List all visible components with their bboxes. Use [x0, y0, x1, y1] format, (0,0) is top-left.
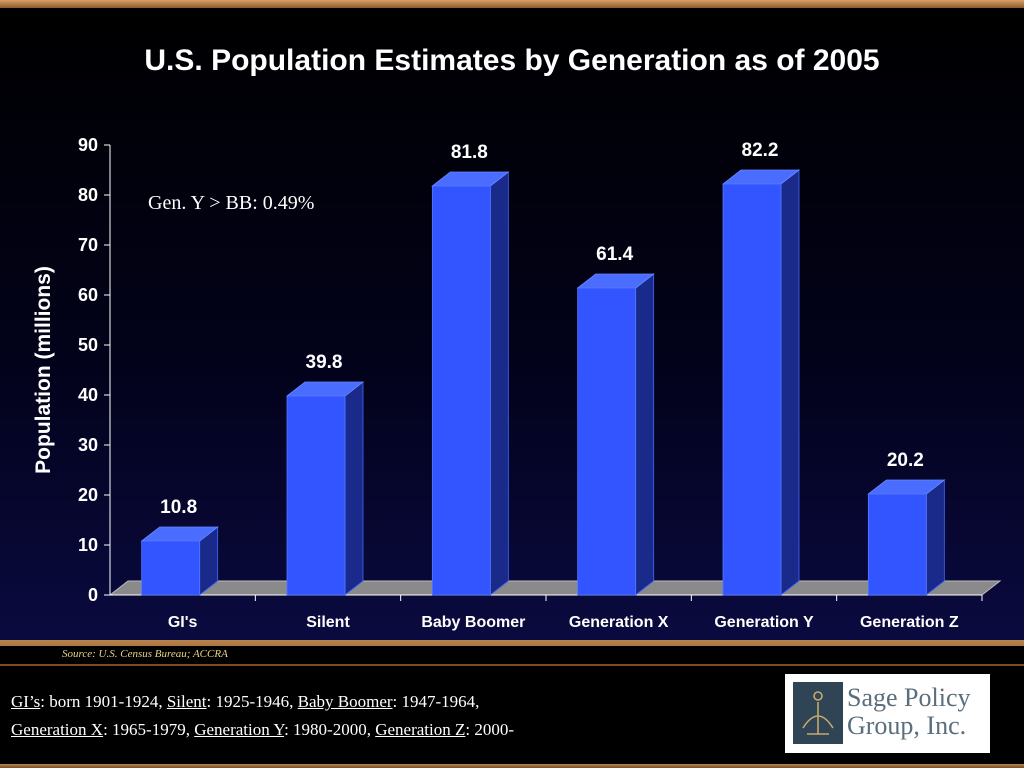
- bar-side: [489, 171, 509, 596]
- y-tick-label: 50: [78, 335, 98, 355]
- y-tick-label: 0: [88, 585, 98, 605]
- category-label: Generation Z: [860, 614, 959, 631]
- bar-side: [635, 273, 655, 596]
- bar-3: [577, 287, 637, 596]
- y-tick-label: 20: [78, 485, 98, 505]
- data-label: 20.2: [887, 450, 924, 471]
- y-tick-label: 10: [78, 535, 98, 555]
- bar-1: [286, 395, 346, 596]
- y-tick-label: 80: [78, 185, 98, 205]
- y-tick-label: 30: [78, 435, 98, 455]
- bar-5: [867, 493, 927, 596]
- bar-0: [141, 540, 201, 596]
- category-label: Silent: [306, 614, 350, 631]
- annotation: Gen. Y > BB: 0.49%: [148, 192, 314, 214]
- footer: GI’s: born 1901-1924, Silent: 1925-1946,…: [0, 666, 1024, 768]
- data-label: 81.8: [451, 142, 488, 163]
- y-axis-label: Population (millions): [32, 266, 55, 474]
- logo-lettering: Sage Policy Group, Inc.: [847, 683, 971, 740]
- category-label: Generation X: [569, 614, 669, 631]
- y-tick-label: 70: [78, 235, 98, 255]
- data-label: 39.8: [306, 352, 343, 373]
- category-label: Baby Boomer: [421, 614, 525, 631]
- bar-side: [925, 479, 945, 596]
- top-accent-band: [0, 0, 1024, 8]
- bar-side: [344, 381, 364, 596]
- def-baby-boomer: Baby Boomer: 1947-1964,: [297, 692, 480, 711]
- data-label: 82.2: [742, 140, 779, 161]
- source-note: Source: U.S. Census Bureau; ACCRA: [62, 648, 228, 660]
- sage-policy-logo: Sage Policy Group, Inc.: [785, 674, 990, 753]
- bar-chart: 0 10 20 30 40 50 60 70 80 90 Population (millions)…: [32, 135, 1002, 631]
- chart-title: U.S. Population Estimates by Generation …: [144, 44, 880, 77]
- def-silent: Silent: 1925-1946,: [166, 692, 298, 711]
- def-generation-z: Generation Z: 2000-: [375, 720, 514, 739]
- chart-floor: [108, 580, 1002, 596]
- bar-side: [780, 169, 800, 596]
- bar-2: [431, 185, 491, 596]
- data-label: 61.4: [596, 244, 633, 265]
- category-label: Generation Y: [714, 614, 814, 631]
- source-band: Source: U.S. Census Bureau; ACCRA: [0, 640, 1024, 666]
- y-tick-label: 40: [78, 385, 98, 405]
- y-tick-label: 90: [78, 135, 98, 155]
- y-tick-label: 60: [78, 285, 98, 305]
- bottom-accent-band: [0, 764, 1024, 768]
- def-generation-y: Generation Y: 1980-2000,: [194, 720, 376, 739]
- bar-4: [722, 183, 782, 596]
- sage-figure-icon: [793, 682, 843, 744]
- data-label: 10.8: [160, 497, 197, 518]
- category-label: GI's: [168, 614, 198, 631]
- def-generation-x: Generation X: 1965-1979,: [11, 720, 195, 739]
- generation-definitions: GI’s: born 1901-1924, Silent: 1925-1946,…: [11, 688, 771, 744]
- def-gis: GI’s: born 1901-1924,: [11, 692, 167, 711]
